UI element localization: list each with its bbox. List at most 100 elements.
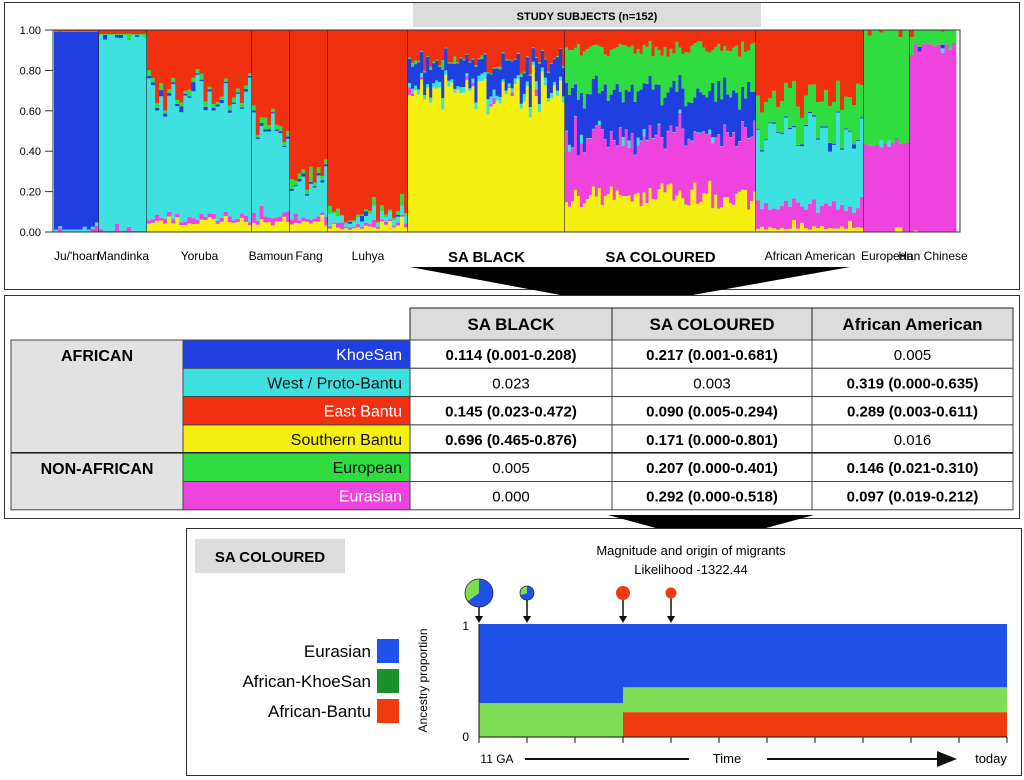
ancestry-segment — [83, 227, 87, 232]
ancestry-segment — [595, 196, 598, 232]
ancestry-segment — [392, 30, 396, 218]
ancestry-segment — [187, 217, 191, 223]
ancestry-segment — [260, 126, 264, 206]
ancestry-segment — [812, 117, 816, 200]
ancestry-segment — [411, 96, 414, 232]
ancestry-segment — [547, 98, 550, 102]
ancestry-segment — [744, 30, 747, 52]
ancestry-segment — [432, 30, 435, 62]
ancestry-segment — [856, 227, 860, 232]
ancestry-segment — [556, 30, 559, 56]
ancestry-segment — [637, 30, 640, 49]
ancestry-segment — [941, 53, 945, 232]
ancestry-segment — [332, 212, 336, 214]
ancestry-segment — [616, 190, 619, 232]
ancestry-segment — [313, 183, 317, 187]
ancestry-segment — [155, 221, 159, 232]
ancestry-segment — [70, 31, 74, 32]
ancestry-segment — [313, 218, 317, 221]
ancestry-segment — [167, 217, 171, 233]
ancestry-segment — [675, 92, 678, 127]
ancestry-segment — [195, 220, 199, 224]
ancestry-segment — [720, 207, 723, 232]
ancestry-segment — [652, 138, 655, 139]
ancestry-segment — [772, 122, 776, 123]
ancestry-segment — [717, 134, 720, 208]
ancestry-segment — [320, 215, 324, 232]
ancestry-segment — [200, 30, 204, 74]
ancestry-segment — [282, 217, 286, 232]
ancestry-segment — [952, 44, 956, 232]
ancestry-segment — [559, 77, 562, 81]
ancestry-segment — [747, 30, 750, 50]
ancestry-segment — [895, 30, 899, 138]
ancestry-segment — [520, 104, 523, 109]
ancestry-segment — [658, 85, 661, 124]
ancestry-segment — [553, 58, 556, 59]
ancestry-segment — [764, 30, 768, 102]
ancestry-segment — [364, 226, 368, 232]
ancestry-segment — [760, 30, 764, 112]
ancestry-segment — [462, 59, 465, 60]
ancestry-area-khoesan — [479, 703, 623, 737]
ancestry-segment — [282, 147, 286, 212]
ancestry-segment — [616, 145, 619, 146]
ancestry-segment — [868, 30, 872, 36]
ancestry-segment — [336, 216, 340, 223]
ancestry-segment — [179, 112, 183, 222]
population-label: Yoruba — [181, 249, 219, 263]
ancestry-segment — [800, 207, 804, 223]
ancestry-segment — [910, 30, 914, 37]
population-block — [910, 30, 956, 232]
ancestry-segment — [171, 82, 175, 84]
ancestry-segment — [708, 134, 711, 181]
ancestry-segment — [720, 99, 723, 146]
ancestry-segment — [625, 130, 628, 196]
ancestry-segment — [328, 30, 332, 206]
ancestry-segment — [388, 221, 392, 232]
ancestry-segment — [332, 214, 336, 223]
y-tick-label: 0.20 — [20, 187, 41, 199]
ancestry-segment — [820, 102, 824, 127]
ancestry-segment — [595, 45, 598, 76]
ancestry-segment — [574, 190, 577, 232]
ancestry-segment — [487, 30, 490, 72]
ancestry-segment — [429, 30, 432, 67]
ancestry-segment — [480, 30, 483, 55]
ancestry-segment — [204, 217, 208, 220]
ancestry-segment — [669, 87, 672, 125]
ancestry-segment — [119, 38, 123, 231]
ancestry-segment — [423, 71, 426, 72]
ancestry-segment — [348, 221, 352, 222]
ancestry-segment — [828, 206, 832, 228]
ancestry-segment — [887, 141, 891, 147]
ancestry-segment — [183, 91, 187, 94]
ancestry-segment — [705, 135, 708, 194]
ancestry-segment — [131, 34, 135, 35]
migration-pulse — [616, 586, 630, 623]
ancestry-segment — [191, 91, 195, 218]
ancestry-segment — [559, 48, 562, 49]
ancestry-segment — [87, 230, 91, 232]
ancestry-segment — [465, 73, 468, 76]
ancestry-segment — [465, 80, 468, 232]
ancestry-segment — [672, 81, 675, 132]
ancestry-segment — [384, 222, 388, 225]
ancestry-segment — [290, 179, 294, 189]
ancestry-segment — [655, 135, 658, 199]
ancestry-segment — [800, 223, 804, 232]
ancestry-segment — [384, 215, 388, 217]
ancestry-segment — [364, 30, 368, 209]
ancestry-segment — [135, 35, 139, 37]
ancestry-segment — [655, 200, 658, 232]
ancestry-segment — [123, 34, 127, 35]
ancestry-segment — [678, 110, 681, 113]
ancestry-segment — [447, 63, 450, 80]
ancestry-segment — [760, 152, 764, 209]
ancestry-segment — [820, 30, 824, 102]
ancestry-segment — [649, 126, 652, 188]
ancestry-segment — [191, 78, 195, 82]
ancestry-segment — [155, 30, 159, 103]
ancestry-segment — [577, 196, 580, 232]
ancestry-segment — [732, 30, 735, 48]
